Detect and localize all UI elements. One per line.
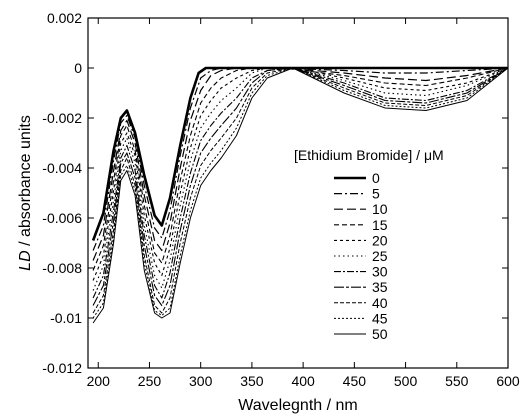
series-line-20 [92, 67, 509, 281]
legend-label-0: 0 [372, 170, 380, 186]
x-axis-ticks: 200 250 300 350 400 450 500 550 600 [87, 18, 520, 389]
series-line-5 [92, 67, 509, 251]
y-tick-label: -0.01 [50, 310, 82, 326]
legend-label-50: 50 [372, 326, 388, 342]
series-layer [91, 66, 509, 324]
series-line-45 [92, 67, 509, 319]
x-tick-label: 350 [240, 373, 264, 389]
series-line-40 [92, 67, 509, 314]
series-line-30 [92, 67, 509, 299]
x-tick-label: 450 [343, 373, 367, 389]
legend-label-20: 20 [372, 232, 388, 248]
y-tick-label: -0.012 [42, 360, 82, 376]
y-tick-label: 0 [74, 60, 82, 76]
y-axis-label: LD / absorbance units [17, 115, 34, 271]
y-tick-label: -0.006 [42, 210, 82, 226]
x-tick-label: 300 [189, 373, 213, 389]
y-tick-label: 0.002 [47, 10, 82, 26]
y-axis-ticks: -0.012 -0.01 -0.008 -0.006 -0.004 -0.002 0 0.00… [42, 10, 508, 376]
series-line-50 [92, 67, 509, 324]
y-axis-label-units: / absorbance units [17, 115, 34, 250]
series-line-35 [92, 67, 509, 307]
y-tick-label: -0.008 [42, 260, 82, 276]
x-tick-label: 250 [138, 373, 162, 389]
series-line-10 [92, 67, 509, 261]
legend-label-25: 25 [372, 248, 388, 264]
x-tick-label: 600 [496, 373, 520, 389]
legend-label-30: 30 [372, 264, 388, 280]
legend-label-40: 40 [372, 295, 388, 311]
x-tick-label: 400 [291, 373, 315, 389]
x-tick-label: 550 [445, 373, 469, 389]
x-tick-label: 500 [394, 373, 418, 389]
legend-label-15: 15 [372, 217, 388, 233]
legend-label-10: 10 [372, 201, 388, 217]
series-line-25 [92, 67, 509, 291]
y-axis-label-ld: LD [17, 250, 34, 271]
legend-label-5: 5 [372, 186, 380, 202]
legend-title: [Ethidium Bromide] / μM [294, 147, 444, 163]
legend-label-45: 45 [372, 310, 388, 326]
y-tick-label: -0.004 [42, 160, 82, 176]
plot-frame [87, 17, 509, 369]
series-line-15 [92, 67, 509, 271]
x-tick-label: 200 [87, 373, 111, 389]
x-axis-label: Wavelegnth / nm [238, 397, 357, 414]
legend-label-35: 35 [372, 279, 388, 295]
y-tick-label: -0.002 [42, 110, 82, 126]
